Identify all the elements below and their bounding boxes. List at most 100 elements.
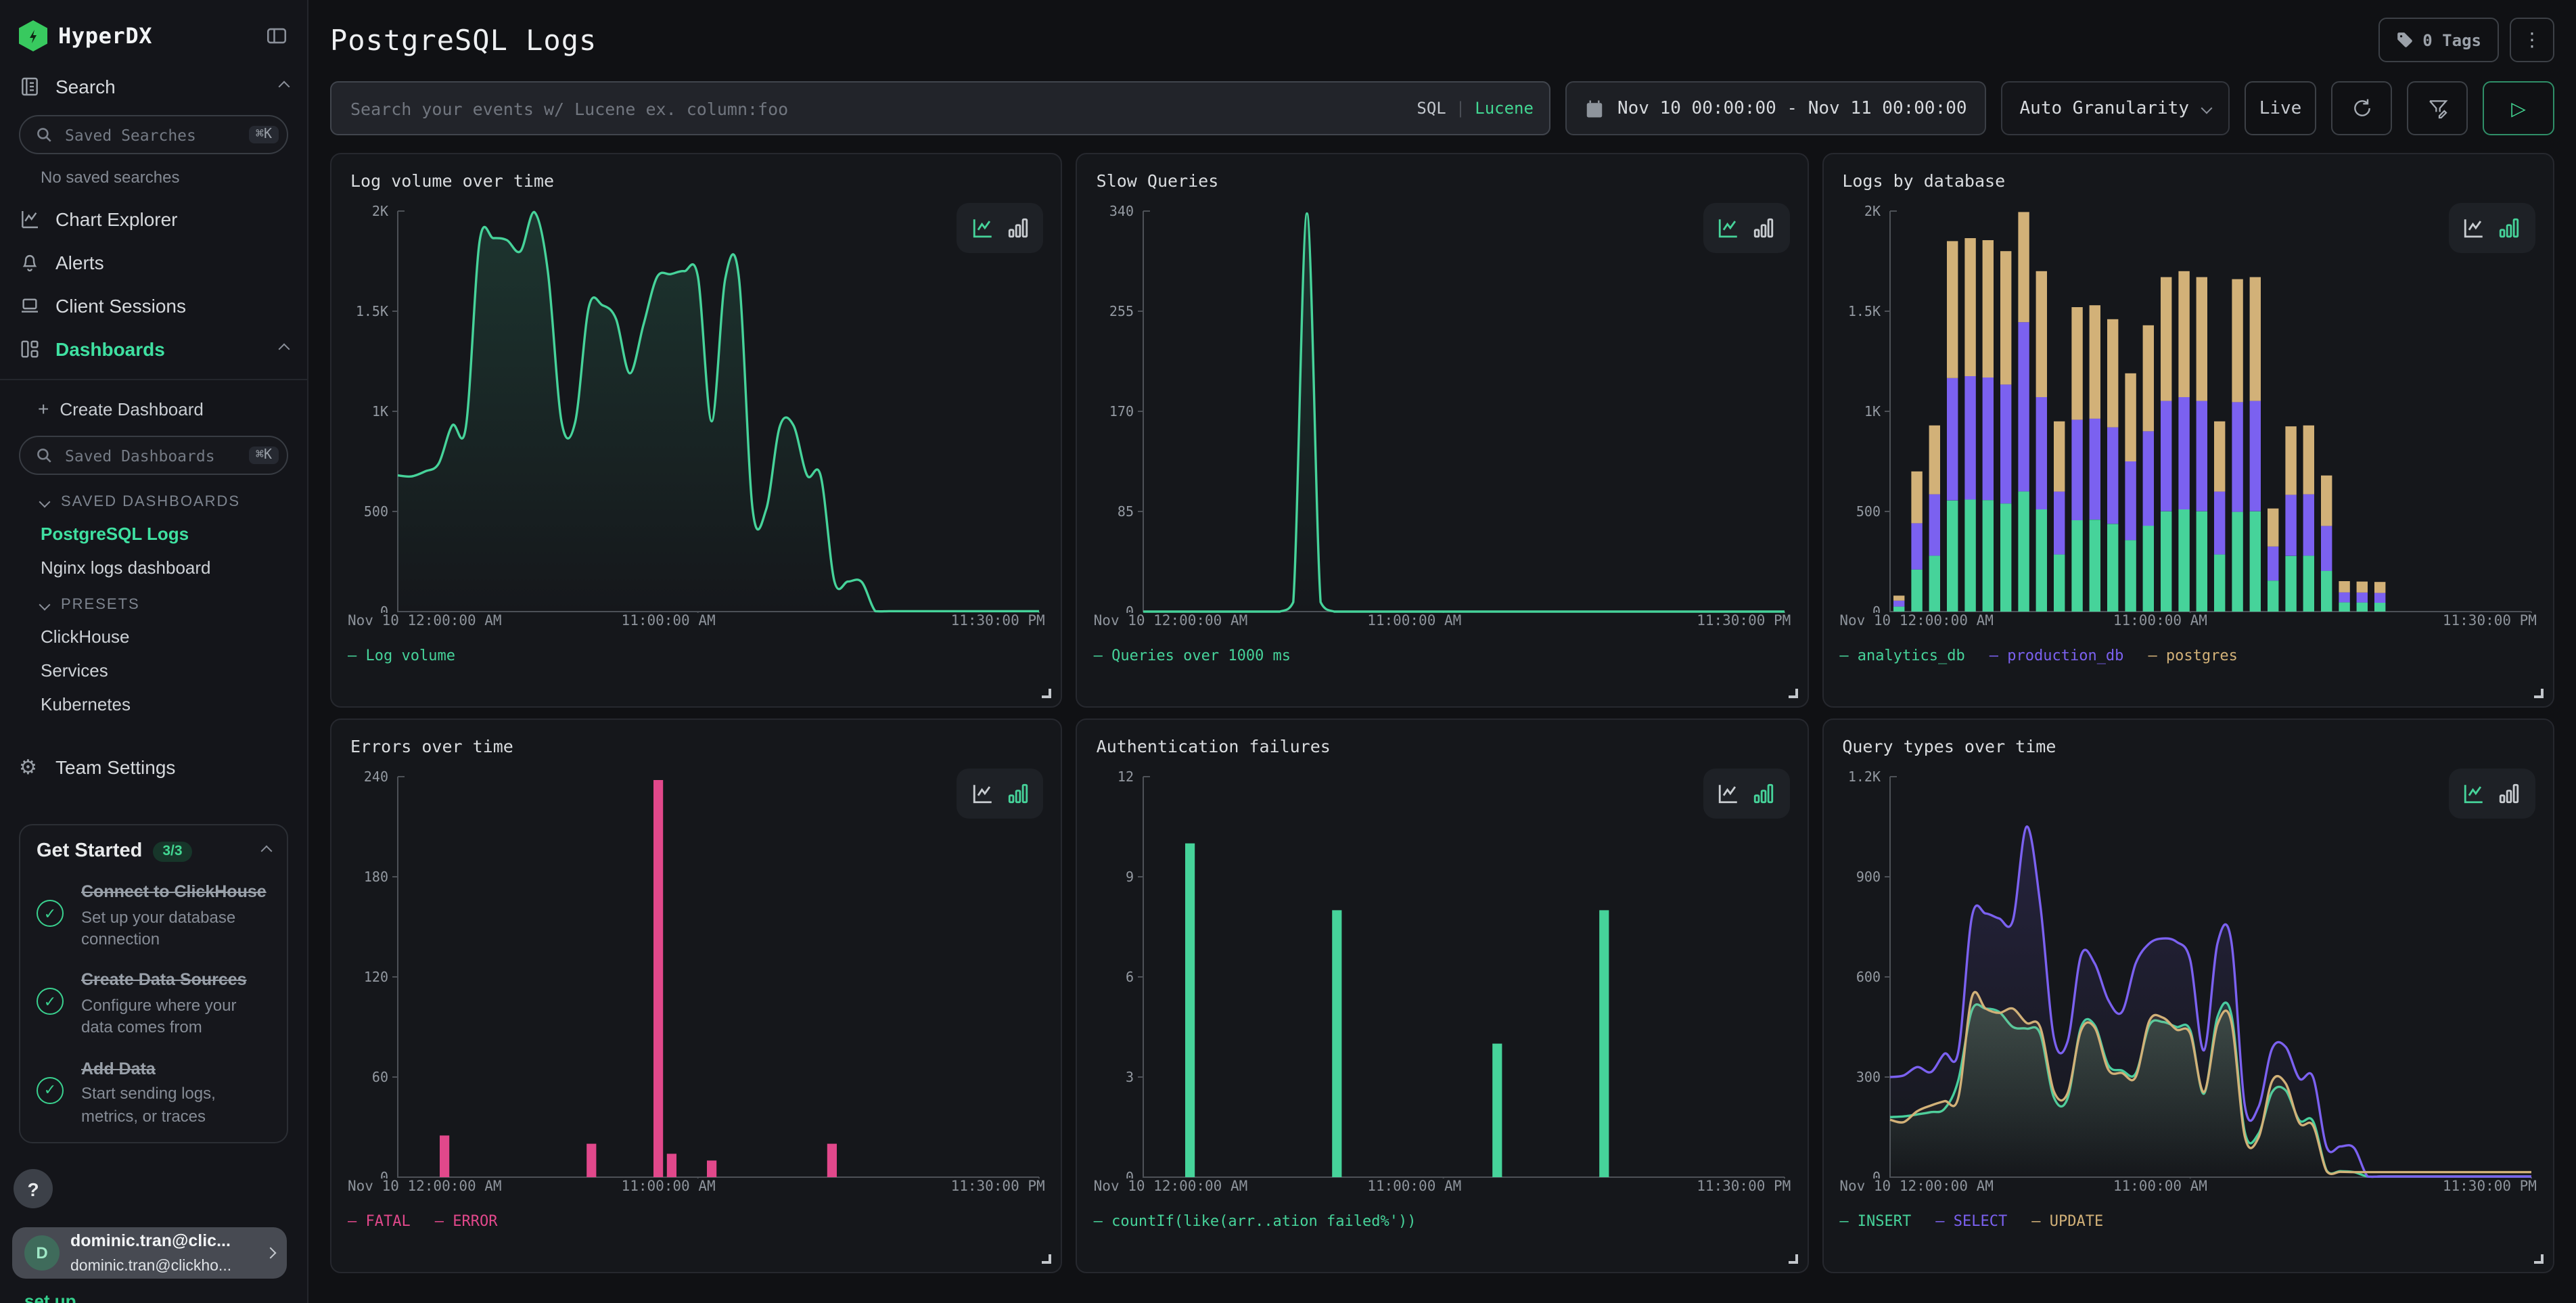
legend-item: — ERROR [434,1212,498,1230]
saved-dashboards-input[interactable]: ⌘K [19,436,288,475]
line-chart-icon[interactable] [1717,216,1740,239]
bell-icon [19,252,41,273]
chart-canvas[interactable]: 2K 1.5K 1K 500 0 [348,199,1045,613]
run-query-button[interactable]: ▷ [2483,81,2554,135]
resize-handle[interactable] [1788,689,1798,698]
dashboard-link-postgresql-logs[interactable]: PostgreSQL Logs [41,524,189,544]
lucene-toggle[interactable]: Lucene [1475,99,1534,118]
chart-title: Query types over time [1842,736,2056,756]
query-language-toggle[interactable]: SQL | Lucene [1417,99,1534,118]
user-menu[interactable]: D dominic.tran@clic... dominic.tran@clic… [12,1227,287,1279]
chart-legend: — FATAL — ERROR [348,1212,1045,1230]
bar-chart-icon[interactable] [1752,216,1775,239]
chevron-up-icon[interactable] [278,343,290,355]
sidebar-item-alerts[interactable]: Alerts [0,241,307,284]
svg-text:0: 0 [380,603,388,613]
sidebar-item-search[interactable]: Search [0,65,307,108]
line-chart-icon[interactable] [2463,216,2486,239]
sql-toggle[interactable]: SQL [1417,99,1446,118]
chart-canvas[interactable]: 2K 1.5K 1K 500 0 [1839,199,2537,613]
help-button[interactable]: ? [14,1169,53,1208]
chart-canvas[interactable]: 240 180 120 60 0 [348,764,1045,1179]
sidebar-item-chart-explorer[interactable]: Chart Explorer [0,198,307,241]
chart-type-toggle[interactable] [2448,203,2535,253]
progress-badge: 3/3 [153,841,192,861]
sidebar-item-label: Dashboards [55,338,165,360]
event-search[interactable]: SQL|Lucene [330,81,1551,135]
bar-chart-icon[interactable] [1007,782,1030,805]
chart-type-toggle[interactable] [2448,769,2535,819]
resize-handle[interactable] [1788,1254,1798,1264]
chart-title: Log volume over time [350,170,555,191]
x-axis-labels: Nov 10 12:00:00 AM 11:00:00 AM 11:30:00 PM [348,613,1045,629]
preset-link-kubernetes[interactable]: Kubernetes [41,694,131,714]
dashboard-link-nginx[interactable]: Nginx logs dashboard [41,557,211,578]
chevron-up-icon[interactable] [278,81,290,93]
chart-type-toggle[interactable] [957,203,1044,253]
live-button[interactable]: Live [2245,81,2316,135]
get-started-item[interactable]: ✓ Create Data Sources Configure where yo… [37,969,271,1039]
bar-chart-icon[interactable] [1007,216,1030,239]
line-chart-icon[interactable] [971,782,994,805]
svg-text:0: 0 [1126,1169,1134,1179]
get-started-item[interactable]: ✓ Connect to ClickHouse Set up your data… [37,881,271,951]
refresh-icon [2353,99,2370,116]
preset-link-services[interactable]: Services [41,660,108,681]
chart-type-toggle[interactable] [957,769,1044,819]
saved-searches-field[interactable] [62,124,239,145]
resize-handle[interactable] [1042,1254,1052,1264]
x-axis-labels: Nov 10 12:00:00 AM 11:00:00 AM 11:30:00 PM [1093,613,1791,629]
search-input[interactable] [348,97,1406,120]
chevron-right-icon [264,1247,277,1259]
bar-chart-icon[interactable] [2498,216,2521,239]
sidebar: HyperDX Search ⌘K No saved searches Char… [0,0,308,1303]
legend-item: — SELECT [1935,1212,2008,1230]
line-chart-icon[interactable] [2463,782,2486,805]
x-axis-labels: Nov 10 12:00:00 AM 11:00:00 AM 11:30:00 PM [1093,1179,1791,1195]
svg-text:2K: 2K [372,203,388,219]
sidebar-item-team-settings[interactable]: ⚙ Team Settings [0,746,307,789]
chevron-up-icon[interactable] [260,845,273,857]
svg-text:1K: 1K [372,403,388,419]
resize-handle[interactable] [1042,689,1052,698]
chart-canvas[interactable]: 12 9 6 3 0 [1094,764,1791,1179]
granularity-select[interactable]: Auto Granularity [2000,81,2230,135]
preset-link-clickhouse[interactable]: ClickHouse [41,626,130,647]
svg-text:340: 340 [1110,203,1134,219]
user-email-primary: dominic.tran@clic... [70,1231,231,1250]
bar-chart-icon[interactable] [2498,782,2521,805]
filter-button[interactable] [2407,81,2468,135]
chart-canvas[interactable]: 1.2K 900 600 300 0 [1839,764,2537,1179]
line-chart-icon[interactable] [1717,782,1740,805]
sidebar-item-client-sessions[interactable]: Client Sessions [0,284,307,327]
saved-searches-input[interactable]: ⌘K [19,115,288,154]
bar-chart-icon[interactable] [1752,782,1775,805]
date-range-button[interactable]: Nov 10 00:00:00 - Nov 11 00:00:00 [1565,81,1986,135]
legend-item: — INSERT [1839,1212,1912,1230]
resize-handle[interactable] [2533,1254,2544,1264]
line-chart-icon[interactable] [971,216,994,239]
svg-text:0: 0 [1872,1169,1880,1179]
chart-type-toggle[interactable] [1703,769,1790,819]
chart-type-toggle[interactable] [1703,203,1790,253]
chart-canvas[interactable]: 340 255 170 85 0 [1094,199,1791,613]
search-icon [37,128,51,142]
section-saved-dashboards[interactable]: SAVED DASHBOARDS [0,482,307,517]
more-menu-button[interactable]: ⋮ [2510,18,2554,62]
chart-legend: — Log volume [348,647,1045,664]
tags-button[interactable]: 0 Tags [2378,18,2499,62]
get-started-item[interactable]: ✓ Add Data Start sending logs, metrics, … [37,1057,271,1127]
refresh-button[interactable] [2331,81,2392,135]
svg-text:85: 85 [1118,503,1134,520]
svg-text:0: 0 [1126,603,1134,613]
task-desc: Set up your database connection [81,907,236,949]
sidebar-item-dashboards[interactable]: Dashboards [0,327,307,371]
create-dashboard-button[interactable]: + Create Dashboard [0,388,307,429]
resize-handle[interactable] [2533,689,2544,698]
section-presets[interactable]: PRESETS [0,585,307,620]
check-circle-icon: ✓ [37,988,64,1015]
saved-dashboards-field[interactable] [62,444,239,466]
chart-title: Errors over time [350,736,513,756]
collapse-sidebar-icon[interactable] [265,24,288,47]
